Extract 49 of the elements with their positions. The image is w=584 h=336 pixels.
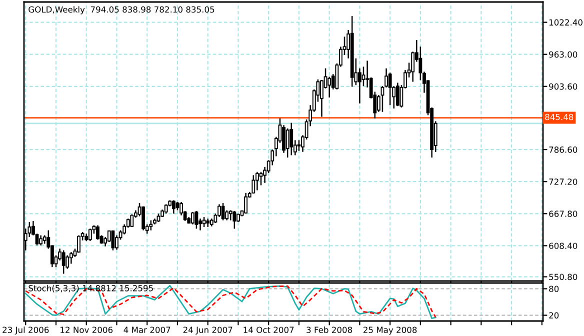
candlestick (328, 76, 332, 98)
candlestick (297, 140, 301, 152)
y-tick-label: 963.00 (549, 51, 578, 58)
y-tick-label: 80 (549, 286, 559, 292)
ref-line-label: 845.48 (545, 114, 574, 120)
candlestick (164, 204, 168, 214)
chart-title: Stoch(5,3,3) 14.8812 15.2595 (28, 284, 153, 292)
y-tick-label: 667.80 (549, 210, 578, 217)
candlestick (388, 72, 392, 106)
y-tick-label: 786.60 (549, 146, 578, 153)
x-tick-label: 24 Jun 2007 (183, 326, 232, 335)
candlestick (77, 234, 80, 254)
x-tick-label: 14 Oct 2007 (244, 326, 294, 334)
candlestick (130, 214, 134, 228)
candlestick (111, 230, 115, 251)
y-tick-label: 608.40 (549, 242, 578, 249)
x-tick-label: 12 Nov 2006 (60, 326, 113, 334)
candlestick (69, 251, 73, 264)
candlestick (149, 220, 153, 231)
candlestick (96, 224, 100, 240)
candlestick (88, 228, 92, 242)
candlestick (142, 206, 146, 231)
y-tick-label: 550.80 (549, 274, 578, 280)
candlestick (396, 82, 400, 107)
candlestick (290, 122, 294, 156)
candlestick (202, 216, 206, 228)
candlestick (115, 234, 118, 250)
chart-title: GOLD,Weekly 794.05 838.98 782.10 835.05 (28, 6, 214, 14)
candlestick (190, 211, 194, 225)
candlestick (66, 254, 70, 270)
y-tick-label: 727.20 (549, 178, 578, 185)
candlestick (255, 171, 259, 191)
y-tick-label: 903.60 (549, 83, 578, 90)
x-tick-label: 3 Feb 2008 (306, 326, 352, 334)
candlestick (62, 250, 66, 274)
candlestick (39, 234, 43, 246)
x-tick-label: 23 Jul 2006 (2, 326, 49, 335)
candlestick (194, 210, 198, 230)
candlestick (244, 192, 248, 214)
x-tick-label: 25 May 2008 (364, 326, 417, 335)
candlestick (232, 210, 236, 230)
y-tick-label: 20 (549, 312, 559, 319)
y-tick-label: 1022.40 (549, 19, 582, 26)
candlestick (358, 68, 362, 104)
candlestick (225, 210, 229, 221)
candlestick (172, 200, 176, 214)
candlestick (252, 174, 256, 194)
x-tick-label: 4 Mar 2007 (124, 326, 170, 334)
candlestick (259, 171, 263, 186)
